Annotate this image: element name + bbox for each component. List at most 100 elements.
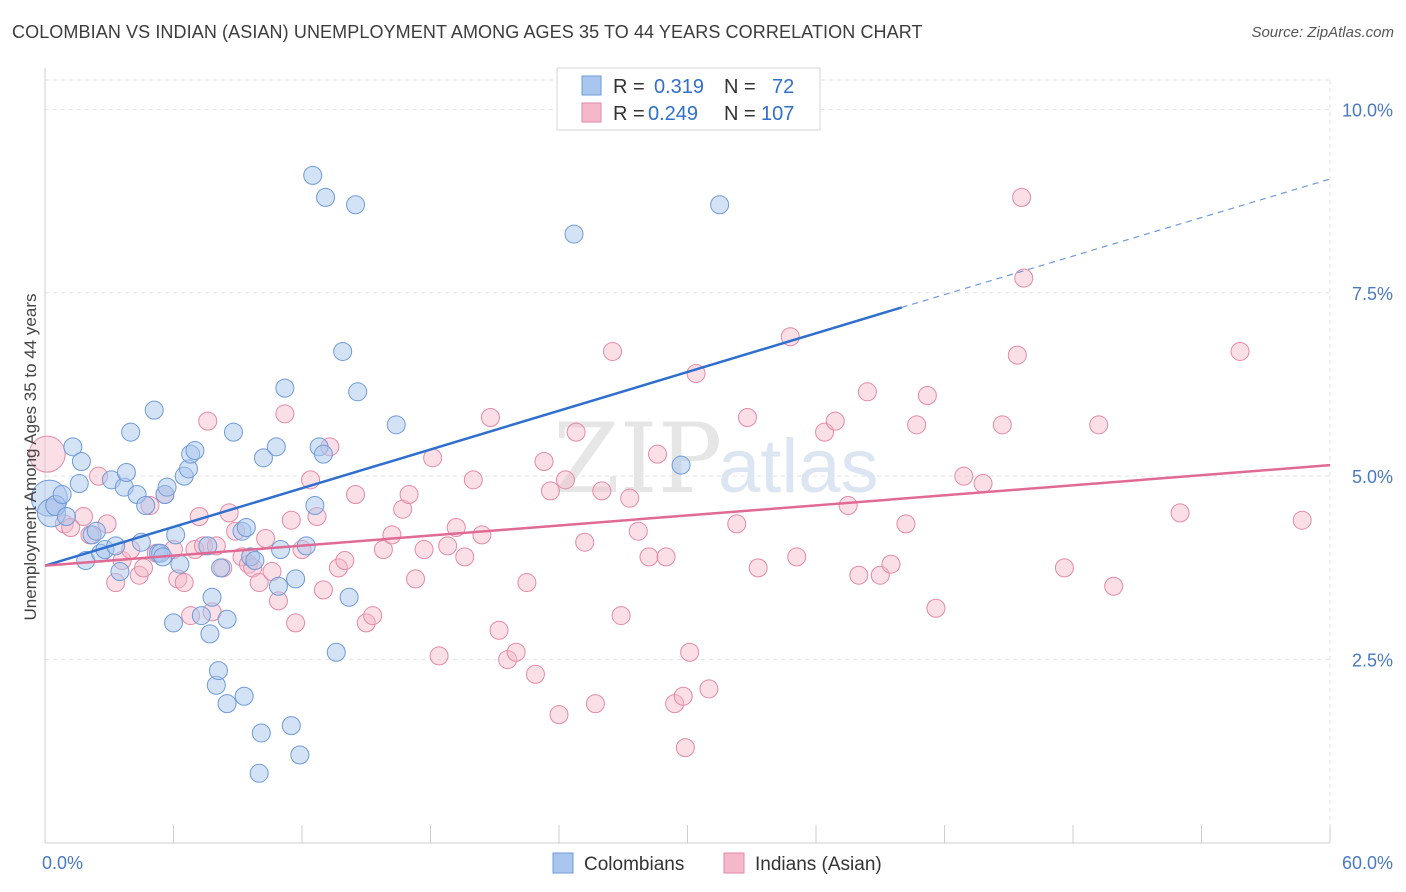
indians-asian-trend-line [44,463,1331,567]
indians-asian-point [363,606,383,626]
colombians-point [290,745,310,765]
indians-asian-point [429,646,449,666]
colombians-point [386,415,406,435]
indians-asian-point [838,496,858,516]
indians-asian-point [620,488,640,508]
indians-asian-point [525,664,545,684]
colombians-point [86,521,106,541]
indians-asian-point [406,569,426,589]
watermark: ZIP atlas [553,403,879,515]
indians-asian-point [382,525,402,545]
indians-asian-point [480,407,500,427]
indians-asian-point [896,514,916,534]
colombians-point [208,661,228,681]
indians-asian-point [28,435,66,473]
colombians-point [144,400,164,420]
watermark-atlas: atlas [718,424,879,509]
axes [44,68,1331,844]
y-tick-label: 7.5% [1352,284,1393,304]
colombians-point [164,613,183,633]
indians-asian-point [134,558,154,578]
indians-asian-point [1089,415,1109,435]
indians-asian-point [463,470,483,490]
legend-n-value-indians: 107 [761,103,794,125]
series-indians-asian-points [28,187,1312,758]
indians-asian-point [249,573,269,593]
colombians-point [348,382,368,402]
indians-asian-point [611,606,631,626]
legend-bottom-label-colombians: Colombians [584,854,684,875]
colombians-point [200,624,220,644]
colombians-point [63,437,83,457]
colombians-point [305,496,325,516]
indians-asian-point [555,470,575,490]
indians-asian-point [1012,187,1032,207]
trend-lines [44,178,1331,567]
indians-asian-point [585,694,605,714]
colombians-point [671,455,691,475]
x-tick-label-max: 60.0% [1342,853,1393,873]
indians-asian-point [992,415,1012,435]
colombians-point [710,195,730,215]
colombians-point [170,554,190,574]
colombians-trend-line [44,306,903,567]
legend-n-label-colombians: N = [724,76,756,98]
colombians-point [326,642,346,662]
legend-stats: R = 0.319 N = 72 R = 0.249 N = 107 [556,67,821,131]
indians-asian-point [1170,503,1190,523]
indians-asian-point [857,382,877,402]
indians-asian-point [737,407,757,427]
legend-r-value-indians: 0.249 [648,103,698,125]
colombians-point [286,569,306,589]
colombians-point [339,587,359,607]
indians-asian-point [849,565,869,585]
colombians-point [217,694,237,714]
legend-r-value-colombians: 0.319 [654,76,704,98]
indians-asian-point [313,580,333,600]
colombians-point [253,448,273,468]
legend-series: Colombians Indians (Asian) [552,852,882,875]
indians-asian-point [603,341,623,361]
legend-swatch-indians [581,102,602,123]
colombians-point [202,587,222,607]
colombians-point [217,609,237,629]
legend-bottom-swatch-indians [723,852,745,874]
indians-asian-point [592,481,612,501]
indians-asian-point [566,422,586,442]
indians-asian-point [656,547,676,567]
tick-labels: 2.5% 5.0% 7.5% 10.0% 0.0% 60.0% [42,100,1393,873]
colombians-point [198,536,218,556]
legend-n-value-colombians: 72 [772,76,794,98]
indians-asian-point [675,738,695,758]
indians-asian-point [281,510,301,530]
colombians-point [71,452,91,471]
indians-asian-point [825,411,845,431]
colombians-point [236,518,256,538]
colombians-point [110,562,130,582]
indians-asian-point [540,481,560,501]
legend-bottom-label-indians: Indians (Asian) [755,854,882,875]
indians-asian-point [628,521,648,541]
colombians-point [211,558,231,578]
colombians-point [185,440,205,460]
colombians-point [52,485,72,505]
indians-asian-point [286,613,306,633]
indians-asian-point [575,532,595,552]
colombians-point [564,224,584,244]
colombians-point [157,477,177,497]
colombians-point [271,540,291,560]
x-tick-label-min: 0.0% [42,853,83,873]
indians-asian-point [881,554,901,574]
colombians-point [303,165,323,185]
colombians-point [69,474,89,494]
colombians-point [249,763,269,783]
legend-n-label-indians: N = [724,103,756,125]
indians-asian-point [517,573,537,593]
indians-asian-point [373,540,393,560]
indians-asian-point [1054,558,1074,578]
indians-asian-point [954,466,974,486]
indians-asian-point [256,529,276,549]
watermark-zip: ZIP [553,403,722,515]
colombians-point [245,551,265,571]
y-tick-label: 10.0% [1342,100,1393,120]
